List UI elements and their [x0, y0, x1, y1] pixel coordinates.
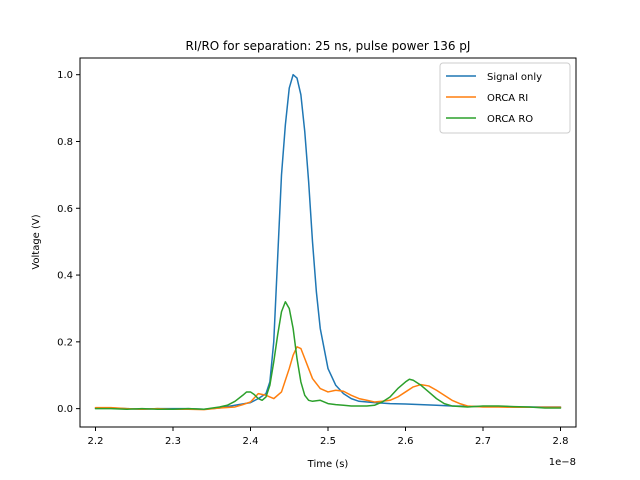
x-tick-label: 2.7: [475, 436, 491, 447]
x-tick-label: 2.4: [243, 436, 259, 447]
y-axis-label: Voltage (V): [31, 214, 42, 269]
series-line-2: [94, 301, 562, 411]
chart-title: RI/RO for separation: 25 ns, pulse power…: [186, 39, 471, 53]
legend: Signal only ORCA RI ORCA RO: [439, 62, 571, 134]
plot-area: [79, 57, 577, 428]
legend-box: [439, 62, 571, 134]
y-tick-label: 0.0: [57, 404, 73, 415]
y-tick-label: 0.4: [57, 271, 73, 282]
y-tick-label: 0.8: [57, 137, 73, 148]
x-axis-label: Time (s): [307, 459, 349, 470]
x-tick-label: 2.6: [398, 436, 414, 447]
y-tick-label: 0.2: [57, 337, 73, 348]
legend-items: Signal only ORCA RI ORCA RO: [446, 72, 542, 125]
x-tick-label: 2.3: [165, 436, 181, 447]
y-axis: 0.0 0.2 0.4 0.6 0.8 1.0: [57, 70, 80, 415]
y-tick-label: 1.0: [57, 70, 73, 81]
legend-label-0: Signal only: [487, 72, 542, 83]
y-tick-label: 0.6: [57, 204, 73, 215]
legend-label-2: ORCA RO: [487, 114, 533, 125]
x-tick-label: 2.8: [553, 436, 569, 447]
x-tick-label: 2.5: [320, 436, 336, 447]
x-axis: 2.2 2.3 2.4 2.5 2.6 2.7 2.8: [88, 427, 569, 447]
legend-label-1: ORCA RI: [487, 93, 528, 104]
x-offset-label: 1e−8: [549, 457, 576, 468]
series-layer: [94, 73, 562, 411]
x-tick-label: 2.2: [88, 436, 104, 447]
series-line-1: [94, 346, 562, 411]
